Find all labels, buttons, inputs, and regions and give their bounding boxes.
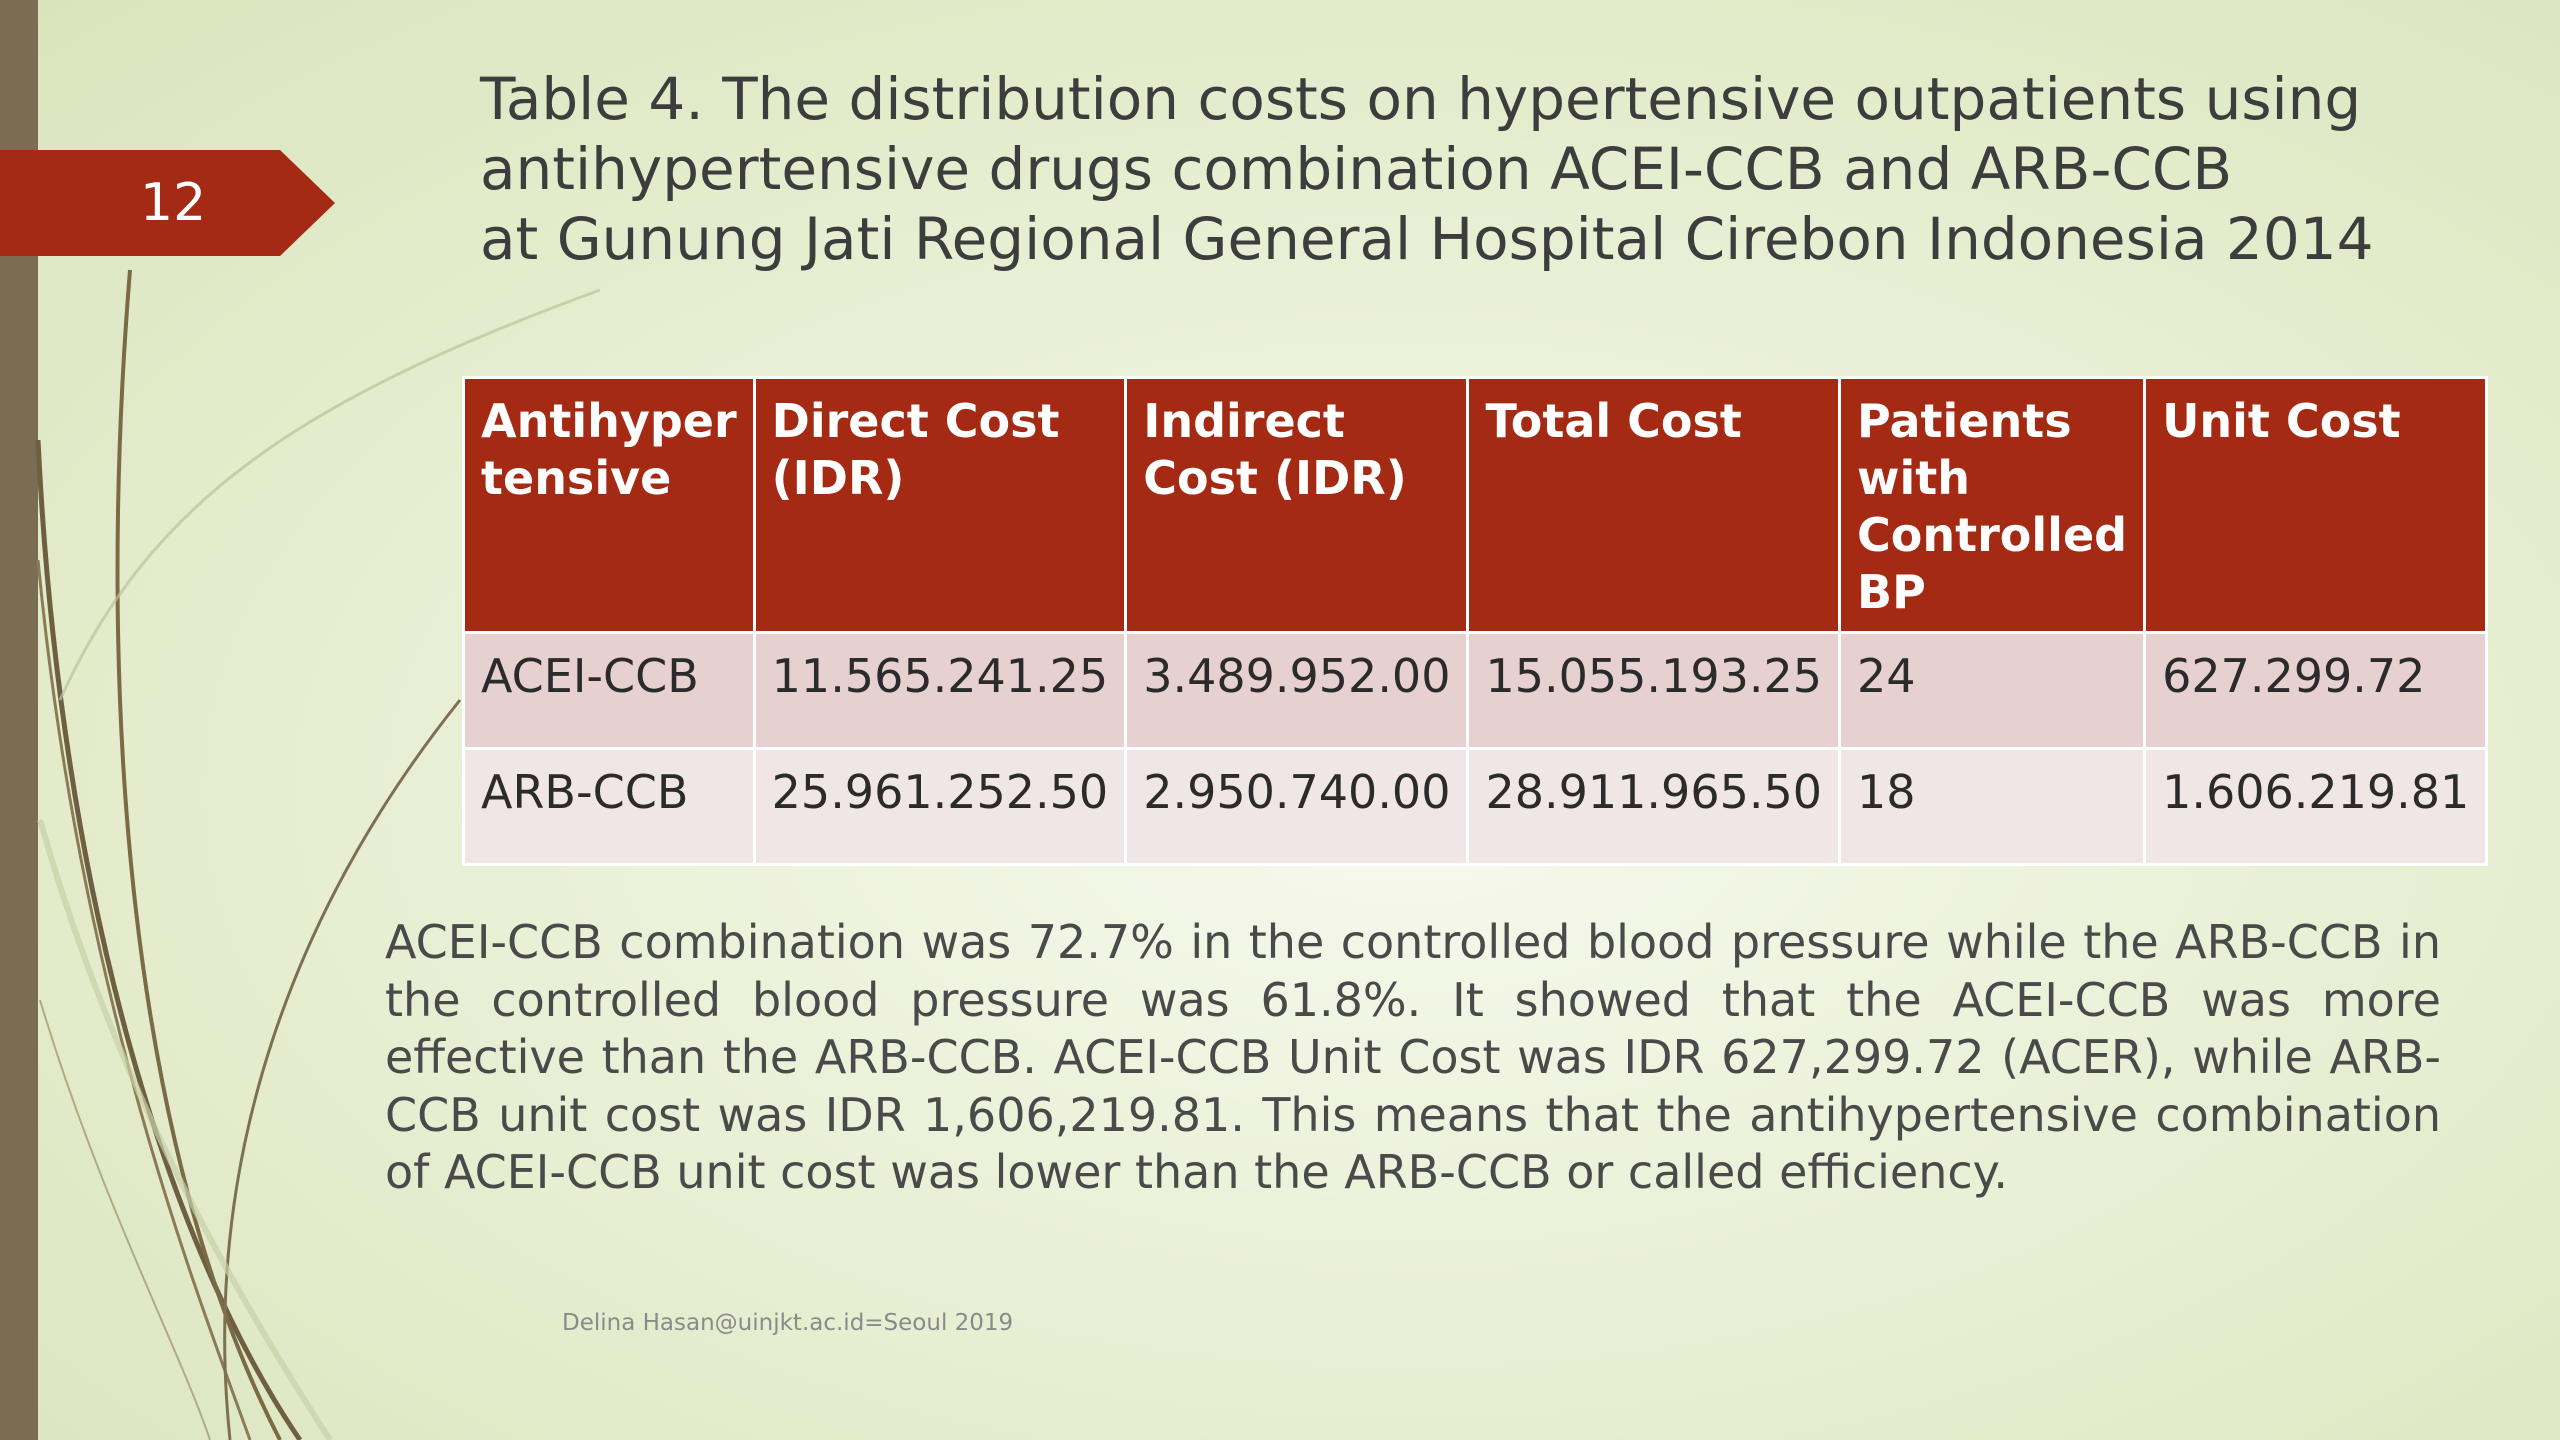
header-direct-cost: Direct Cost (IDR) bbox=[752, 376, 1128, 634]
header-antihypertensive: Antihyper tensive bbox=[462, 376, 756, 634]
header-patients-controlled-bp: Patients with Controlled BP bbox=[1838, 376, 2147, 634]
decorative-curves bbox=[35, 269, 601, 1440]
table-cell: 15.055.193.25 bbox=[1466, 631, 1842, 750]
table-cell: 24 bbox=[1838, 631, 2147, 750]
title-line-3: at Gunung Jati Regional General Hospital… bbox=[480, 205, 2374, 273]
table-cell: 2.950.740.00 bbox=[1124, 747, 1470, 866]
table-cell: 1.606.219.81 bbox=[2143, 747, 2489, 866]
table-cell: 627.299.72 bbox=[2143, 631, 2489, 750]
table-cell: 28.911.965.50 bbox=[1466, 747, 1842, 866]
footer-credit: Delina Hasan@uinjkt.ac.id=Seoul 2019 bbox=[562, 1310, 1014, 1336]
table-cell: ACEI-CCB bbox=[462, 631, 756, 750]
table-row: ARB-CCB 25.961.252.50 2.950.740.00 28.91… bbox=[462, 747, 2489, 866]
slide-title: Table 4. The distribution costs on hyper… bbox=[480, 64, 2480, 274]
table-cell: 11.565.241.25 bbox=[752, 631, 1128, 750]
header-total-cost: Total Cost bbox=[1466, 376, 1842, 634]
table-header-row: Antihyper tensive Direct Cost (IDR) Indi… bbox=[462, 376, 2489, 634]
summary-paragraph: ACEI-CCB combination was 72.7% in the co… bbox=[385, 915, 2441, 1199]
table-cell: 25.961.252.50 bbox=[752, 747, 1128, 866]
table-cell: 3.489.952.00 bbox=[1124, 631, 1470, 750]
title-line-2: antihypertensive drugs combination ACEI-… bbox=[480, 135, 2233, 203]
title-line-1: Table 4. The distribution costs on hyper… bbox=[480, 65, 2362, 133]
slide-number-tab bbox=[0, 150, 335, 256]
cost-table: Antihyper tensive Direct Cost (IDR) Indi… bbox=[462, 376, 2489, 866]
table-cell: ARB-CCB bbox=[462, 747, 756, 866]
slide-number: 12 bbox=[140, 173, 207, 233]
table-cell: 18 bbox=[1838, 747, 2147, 866]
header-indirect-cost: Indirect Cost (IDR) bbox=[1124, 376, 1470, 634]
header-unit-cost: Unit Cost bbox=[2143, 376, 2489, 634]
table-row: ACEI-CCB 11.565.241.25 3.489.952.00 15.0… bbox=[462, 631, 2489, 750]
